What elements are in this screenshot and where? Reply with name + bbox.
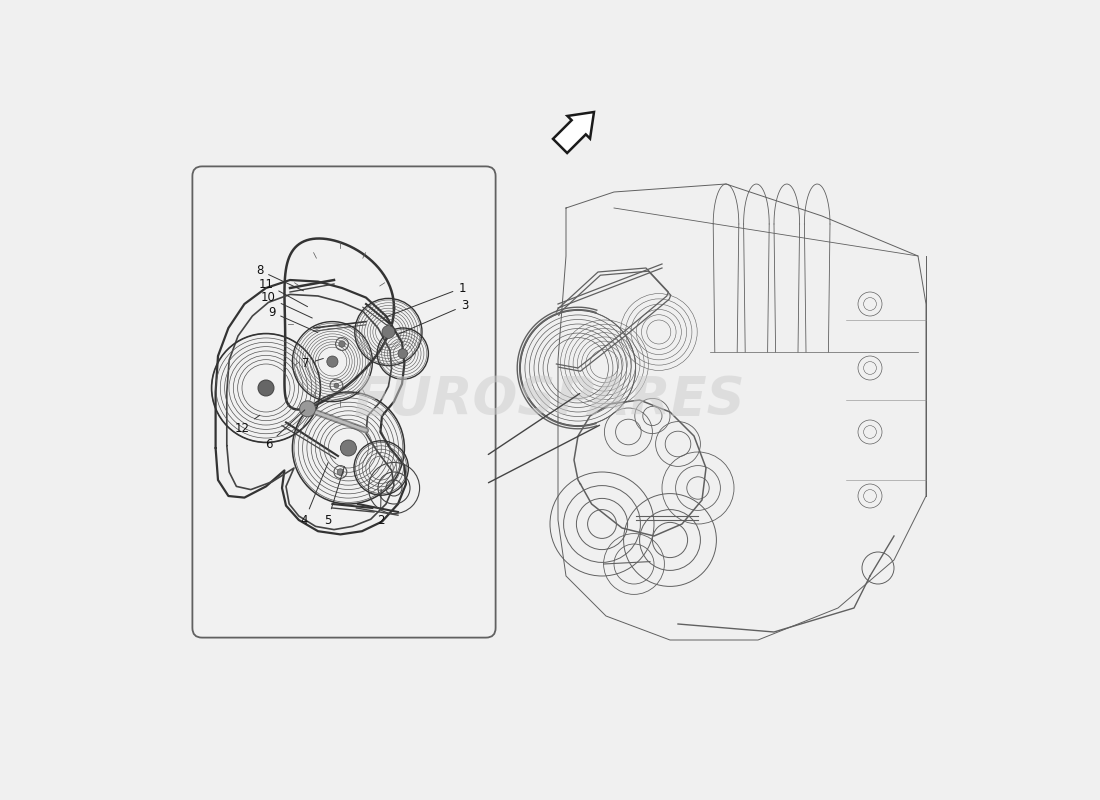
Circle shape: [398, 349, 408, 358]
Polygon shape: [553, 112, 594, 153]
Text: 7: 7: [302, 358, 323, 370]
Text: 2: 2: [376, 489, 384, 527]
Text: 8: 8: [256, 264, 304, 291]
Circle shape: [327, 356, 338, 367]
Circle shape: [382, 326, 395, 338]
Text: 5: 5: [323, 466, 344, 527]
Text: 4: 4: [300, 462, 328, 527]
Circle shape: [299, 401, 316, 417]
Circle shape: [258, 380, 274, 396]
Text: 11: 11: [258, 278, 308, 306]
Text: 1: 1: [385, 282, 465, 318]
Circle shape: [340, 440, 356, 456]
Circle shape: [334, 383, 339, 388]
Text: 9: 9: [268, 306, 318, 333]
Text: EUROSPARES: EUROSPARES: [354, 374, 746, 426]
Circle shape: [339, 341, 345, 347]
Circle shape: [338, 469, 343, 475]
FancyBboxPatch shape: [192, 166, 496, 638]
Text: 6: 6: [265, 410, 305, 450]
Text: 10: 10: [261, 291, 312, 318]
Text: 3: 3: [397, 299, 469, 335]
Text: 12: 12: [234, 415, 260, 434]
